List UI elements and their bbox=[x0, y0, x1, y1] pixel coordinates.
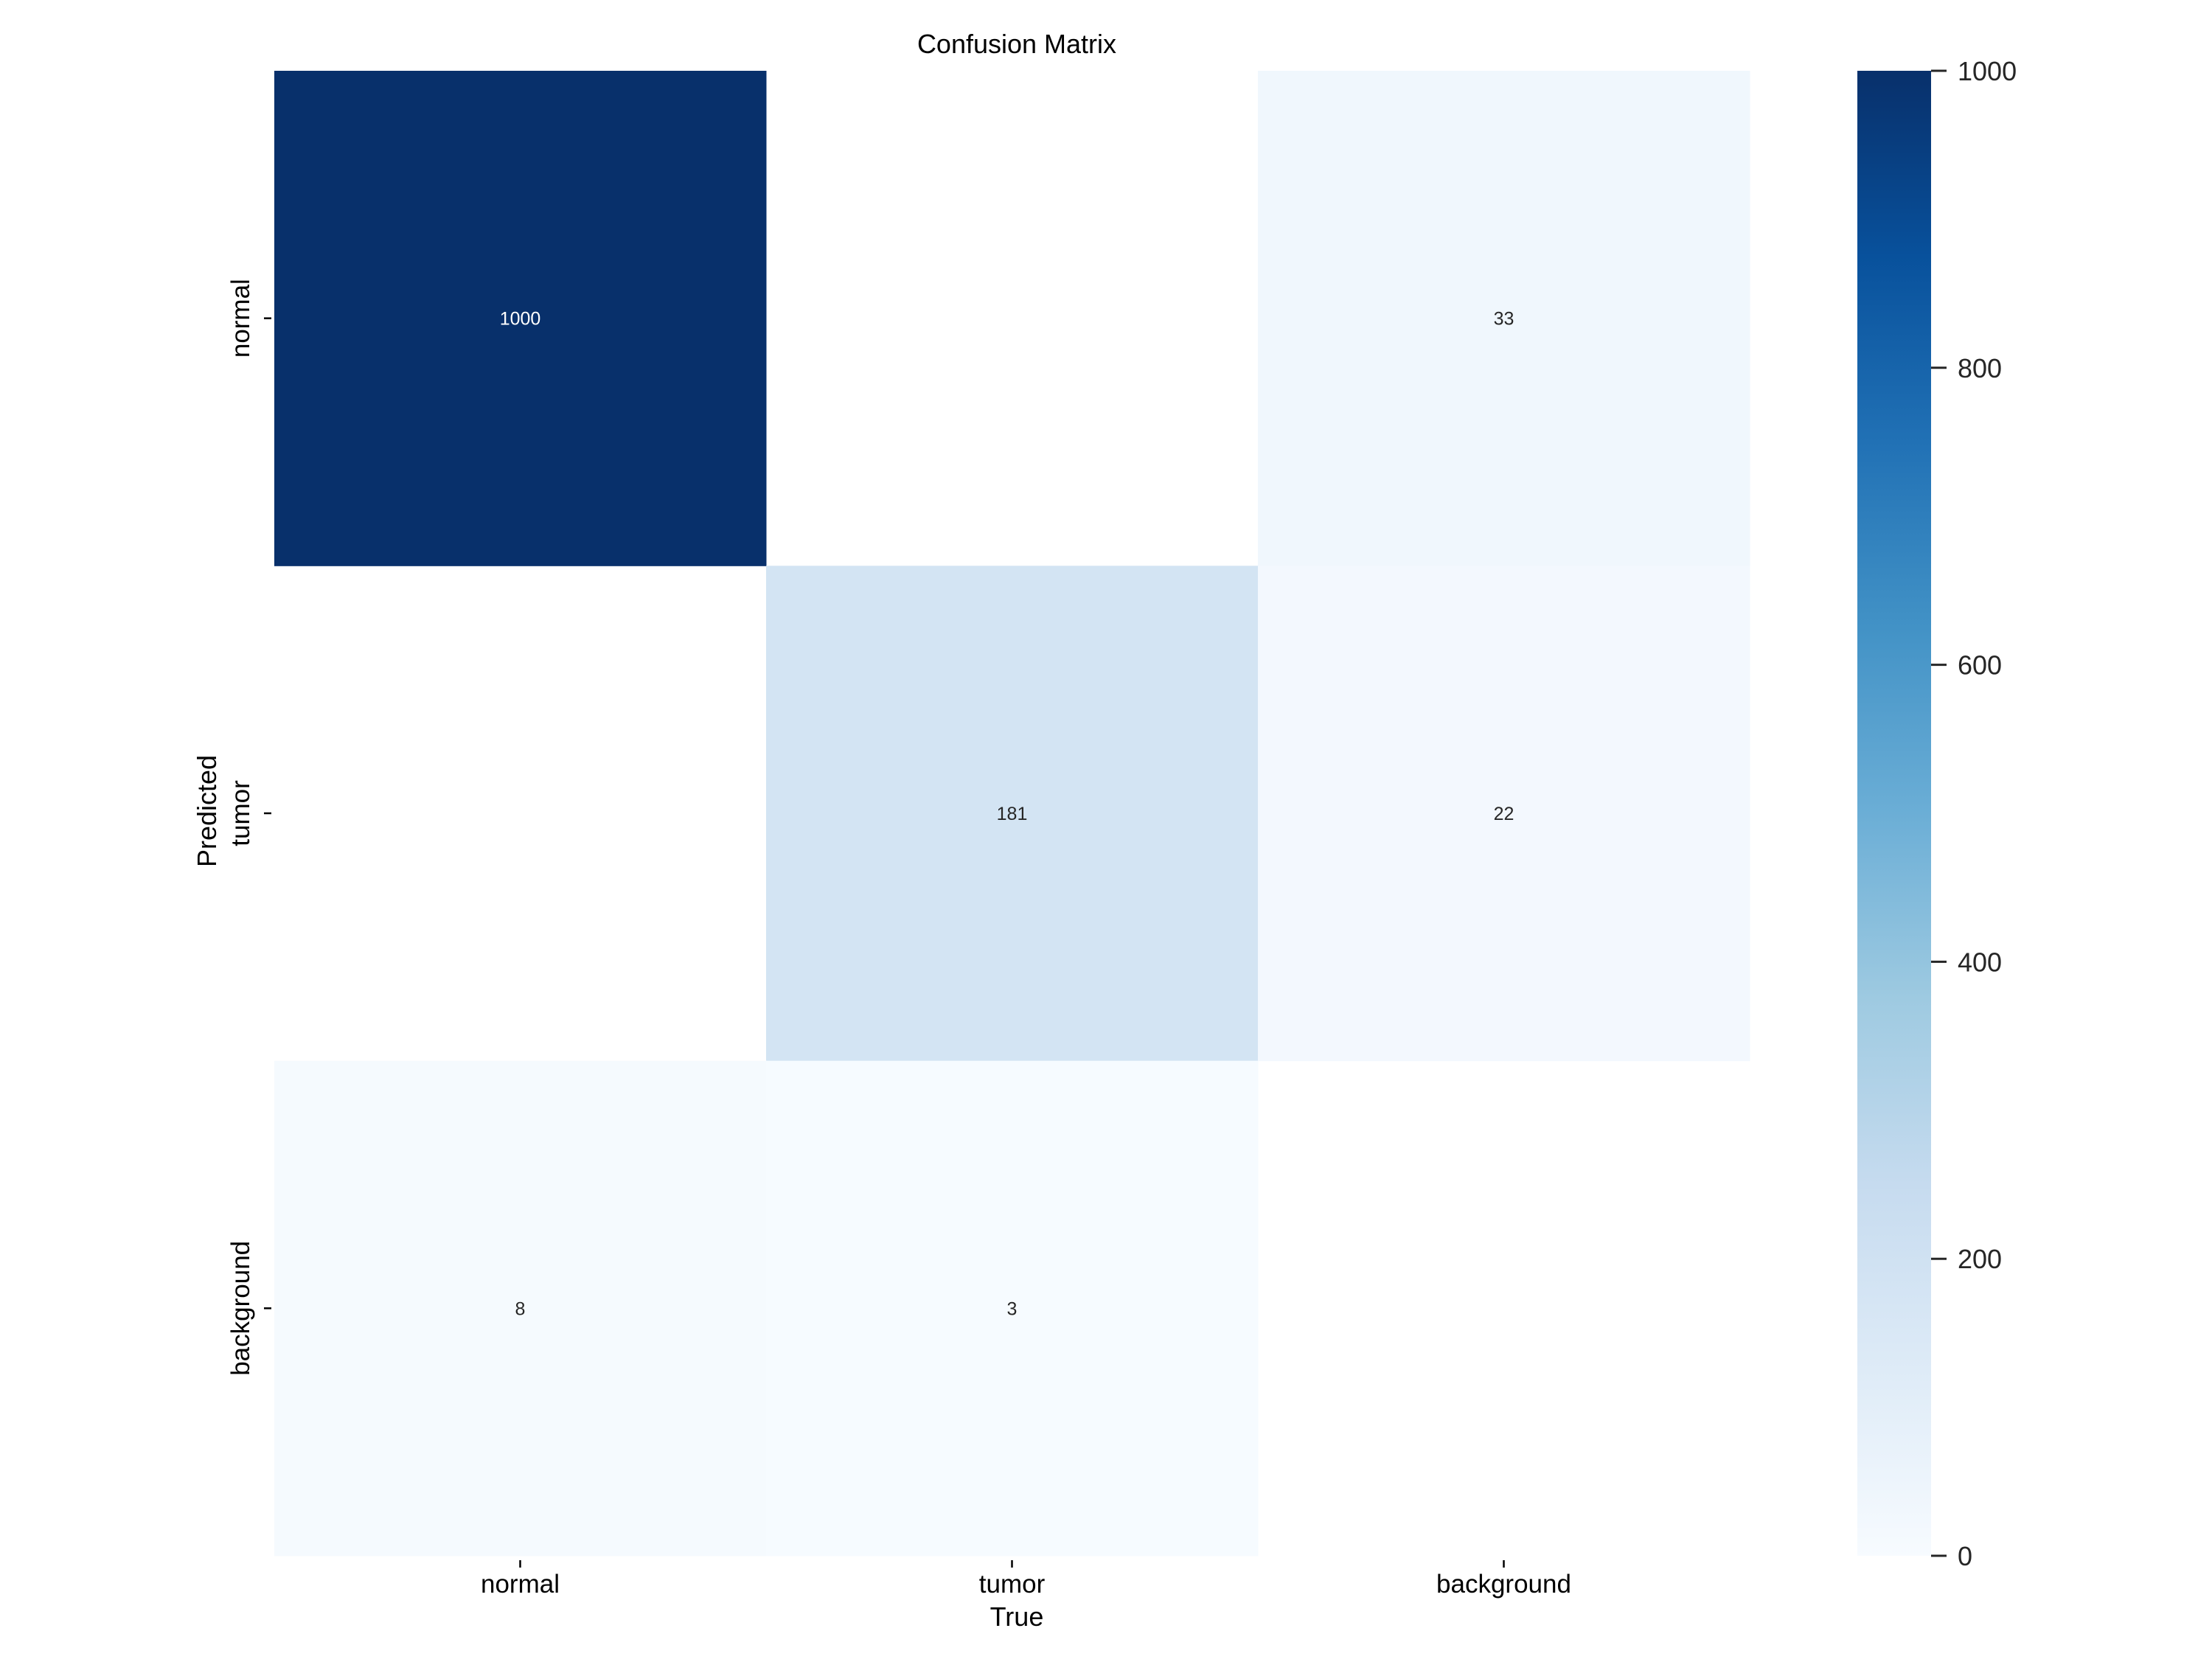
colorbar-tick-label: 600 bbox=[1958, 650, 2002, 681]
y-tick-label: normal bbox=[226, 279, 255, 358]
heatmap-cells: 1000 33 181 22 8 3 bbox=[274, 71, 1750, 1557]
x-tick-label: background bbox=[1436, 1570, 1571, 1599]
heatmap-cell bbox=[766, 566, 1259, 1062]
y-axis-label: Predicted bbox=[192, 755, 222, 867]
x-axis: normal tumor background bbox=[481, 1560, 1571, 1599]
chart-title: Confusion Matrix bbox=[917, 29, 1116, 59]
cell-value-label: 3 bbox=[1007, 1298, 1018, 1319]
heatmap-cell bbox=[1258, 566, 1750, 1062]
cell-value-label: 8 bbox=[515, 1298, 526, 1319]
colorbar-tick-label: 0 bbox=[1958, 1541, 1972, 1571]
y-axis: normal tumor background bbox=[226, 279, 271, 1376]
y-tick-label: tumor bbox=[226, 780, 255, 846]
colorbar bbox=[1857, 71, 1931, 1556]
x-tick-label: tumor bbox=[979, 1570, 1046, 1599]
heatmap-cell bbox=[766, 1060, 1259, 1557]
heatmap-cell bbox=[274, 1060, 767, 1557]
colorbar-tick-label: 1000 bbox=[1958, 56, 2017, 86]
cell-value-label: 181 bbox=[997, 804, 1028, 824]
colorbar-tick-label: 200 bbox=[1958, 1244, 2002, 1274]
colorbar-tick-label: 400 bbox=[1958, 947, 2002, 977]
colorbar-tick-label: 800 bbox=[1958, 353, 2002, 383]
y-tick-label: background bbox=[226, 1241, 255, 1376]
x-axis-label: True bbox=[990, 1601, 1044, 1632]
x-tick-label: normal bbox=[481, 1570, 560, 1599]
colorbar-axis: 0 200 400 600 800 1000 bbox=[1931, 56, 2017, 1571]
heatmap-cell bbox=[1258, 71, 1750, 566]
cell-value-label: 33 bbox=[1494, 309, 1514, 330]
heatmap-cell bbox=[274, 71, 767, 566]
cell-value-label: 1000 bbox=[500, 309, 541, 330]
cell-value-label: 22 bbox=[1494, 804, 1514, 824]
